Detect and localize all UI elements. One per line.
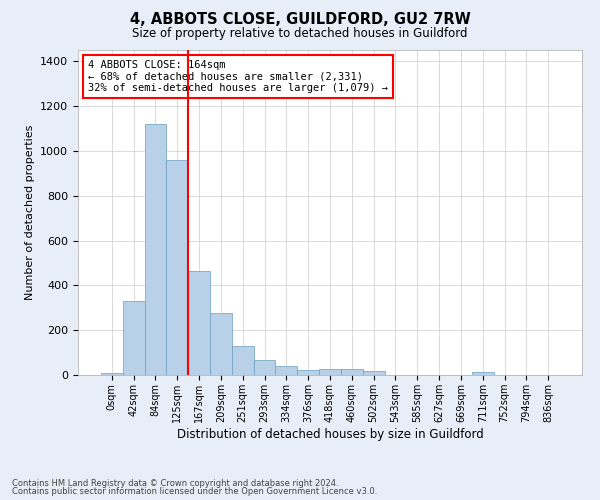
- Bar: [232, 346, 254, 375]
- Bar: [101, 373, 123, 375]
- Bar: [297, 370, 319, 375]
- Text: Contains public sector information licensed under the Open Government Licence v3: Contains public sector information licen…: [12, 487, 377, 496]
- Bar: [275, 366, 297, 375]
- Bar: [145, 124, 166, 375]
- Bar: [341, 370, 363, 375]
- Bar: [123, 301, 145, 375]
- Bar: [188, 271, 210, 375]
- Bar: [319, 370, 341, 375]
- Text: 4, ABBOTS CLOSE, GUILDFORD, GU2 7RW: 4, ABBOTS CLOSE, GUILDFORD, GU2 7RW: [130, 12, 470, 28]
- Text: Contains HM Land Registry data © Crown copyright and database right 2024.: Contains HM Land Registry data © Crown c…: [12, 478, 338, 488]
- X-axis label: Distribution of detached houses by size in Guildford: Distribution of detached houses by size …: [176, 428, 484, 440]
- Bar: [210, 314, 232, 375]
- Y-axis label: Number of detached properties: Number of detached properties: [25, 125, 35, 300]
- Text: Size of property relative to detached houses in Guildford: Size of property relative to detached ho…: [132, 28, 468, 40]
- Bar: [363, 371, 385, 375]
- Bar: [166, 160, 188, 375]
- Bar: [472, 372, 494, 375]
- Bar: [254, 360, 275, 375]
- Text: 4 ABBOTS CLOSE: 164sqm
← 68% of detached houses are smaller (2,331)
32% of semi-: 4 ABBOTS CLOSE: 164sqm ← 68% of detached…: [88, 60, 388, 93]
